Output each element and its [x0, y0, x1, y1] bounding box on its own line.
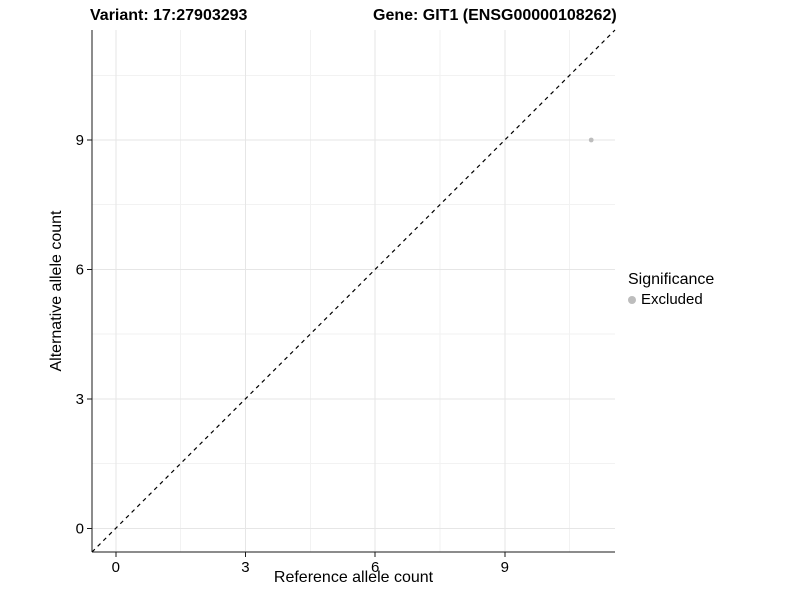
plot-title-gene: Gene: GIT1 (ENSG00000108262)	[373, 7, 617, 24]
y-tick-label: 0	[76, 520, 84, 537]
identity-line	[91, 29, 616, 553]
y-tick-label: 6	[76, 261, 84, 278]
y-axis-title: Alternative allele count	[48, 210, 65, 372]
x-tick-label: 9	[501, 559, 509, 576]
x-tick-label: 0	[112, 559, 120, 576]
data-point	[588, 137, 594, 143]
x-axis-title: Reference allele count	[273, 569, 434, 586]
legend: Significance Excluded	[628, 270, 714, 310]
plot-title-variant: Variant: 17:27903293	[90, 7, 248, 24]
legend-item-label: Excluded	[641, 291, 703, 308]
y-tick-label: 9	[76, 132, 84, 149]
legend-title: Significance	[628, 271, 715, 288]
legend-item-excluded: Excluded	[628, 290, 714, 310]
legend-point-icon	[628, 296, 636, 304]
x-tick-label: 3	[241, 559, 249, 576]
x-tick-label: 6	[371, 559, 379, 576]
y-tick-label: 3	[76, 391, 84, 408]
